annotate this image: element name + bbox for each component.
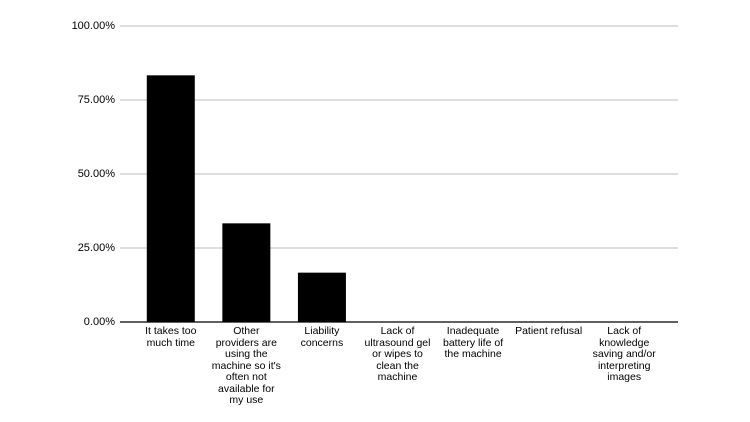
y-tick-label: 75.00% — [78, 94, 116, 106]
y-tick-label: 50.00% — [78, 168, 116, 180]
y-tick-label: 0.00% — [84, 316, 115, 328]
x-tick-label: Other providers are using the machine so… — [211, 325, 281, 406]
x-tick-label: It takes too much time — [145, 325, 197, 349]
bar — [297, 272, 346, 322]
x-tick-label: Lack of knowledge saving and/or interpre… — [592, 325, 656, 383]
x-tick-label: Lack of ultrasound gel or wipes to clean… — [364, 325, 431, 383]
bar — [222, 223, 271, 322]
y-tick-label: 25.00% — [78, 242, 116, 254]
x-tick-label: Liability concerns — [300, 325, 344, 349]
x-tick-label: Patient refusal — [515, 325, 583, 337]
x-tick-label: Inadequate battery life of the machine — [443, 325, 504, 360]
y-tick-label: 100.00% — [72, 20, 116, 32]
bar — [146, 75, 195, 322]
